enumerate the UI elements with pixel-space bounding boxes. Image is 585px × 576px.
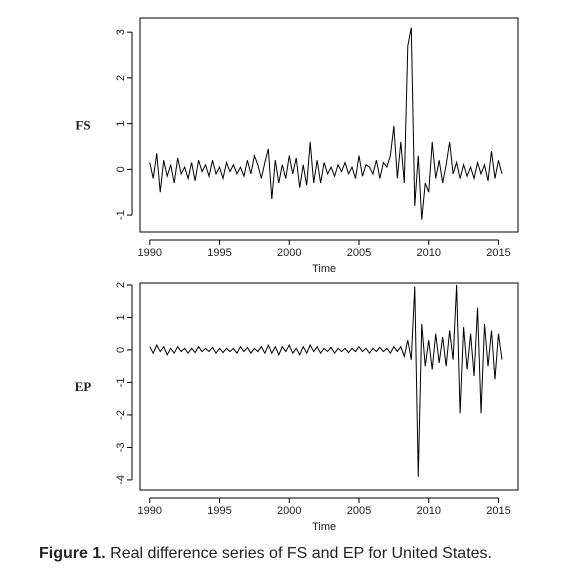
y-tick-label: 2 (115, 282, 127, 288)
x-axis-title: Time (312, 521, 336, 533)
caption: Figure 1. Real difference series of FS a… (39, 545, 492, 562)
x-tick-label: 2000 (277, 247, 301, 259)
x-tick-label: 2015 (486, 247, 510, 259)
y-axis-title: FS (75, 118, 90, 133)
x-tick-label: 1990 (138, 505, 162, 517)
y-tick-label: 1 (115, 121, 127, 127)
y-tick-label: -2 (115, 410, 127, 420)
series-line (149, 27, 503, 220)
y-tick-label: 3 (115, 29, 127, 35)
x-tick-label: 2010 (416, 247, 440, 259)
x-tick-label: 1990 (138, 247, 162, 259)
y-axis-title: EP (75, 379, 92, 394)
x-tick-label: 1995 (207, 247, 231, 259)
x-tick-label: 2005 (347, 247, 371, 259)
x-axis-title: Time (312, 263, 336, 275)
y-tick-label: -1 (115, 210, 127, 220)
caption-text: Real difference series of FS and EP for … (110, 545, 492, 562)
y-tick-label: 0 (115, 347, 127, 353)
y-tick-label: -4 (115, 475, 127, 485)
x-tick-label: 1995 (207, 505, 231, 517)
y-tick-label: 1 (115, 314, 127, 320)
caption-label: Figure 1. (39, 545, 106, 562)
x-tick-label: 2015 (486, 505, 510, 517)
plot-box (139, 282, 519, 491)
y-tick-label: 2 (115, 75, 127, 81)
y-tick-label: 0 (115, 166, 127, 172)
plot-box (139, 17, 519, 233)
y-tick-label: -3 (115, 443, 127, 453)
y-tick-label: -1 (115, 378, 127, 388)
x-tick-label: 2010 (416, 505, 440, 517)
x-tick-label: 2000 (277, 505, 301, 517)
x-tick-label: 2005 (347, 505, 371, 517)
series-line (149, 284, 503, 477)
